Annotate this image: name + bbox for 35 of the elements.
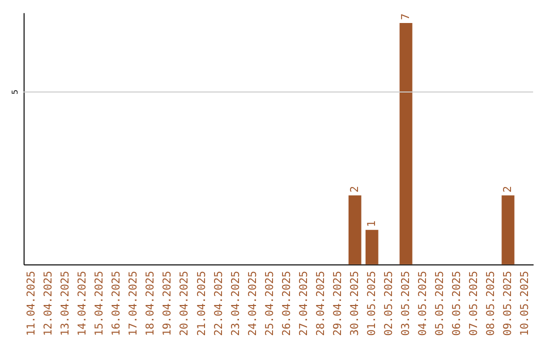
x-tick-label: 10.05.2025 (518, 270, 531, 336)
x-tick-label: 22.04.2025 (212, 270, 225, 336)
x-tick-label: 23.04.2025 (228, 270, 242, 336)
x-tick-label: 12.04.2025 (42, 270, 55, 336)
data-label: 2 (500, 186, 514, 192)
x-tick-label: 24.04.2025 (246, 270, 259, 336)
x-tick-label: 30.04.2025 (348, 270, 361, 336)
x-tick-label: 06.05.2025 (450, 270, 463, 336)
x-tick-label: 11.04.2025 (24, 270, 38, 336)
x-tick-label: 03.05.2025 (398, 270, 412, 336)
x-tick-label: 25.04.2025 (262, 270, 276, 336)
x-tick-label: 07.05.2025 (466, 270, 480, 336)
x-tick-label: 05.05.2025 (432, 270, 446, 336)
data-label: 1 (364, 220, 378, 227)
x-tick-label: 08.05.2025 (484, 270, 497, 336)
x-tick-label: 26.04.2025 (280, 270, 293, 336)
x-tick-label: 18.04.2025 (144, 270, 157, 336)
x-tick-label: 27.04.2025 (296, 270, 310, 336)
x-tick-label: 19.04.2025 (160, 270, 174, 336)
x-tick-label: 09.05.2025 (500, 270, 514, 336)
x-tick-label: 02.05.2025 (382, 270, 395, 336)
x-tick-label: 13.04.2025 (58, 270, 72, 336)
x-tick-label: 14.04.2025 (76, 270, 89, 336)
data-label: 2 (348, 186, 361, 192)
ref-line-label: 5 (10, 89, 20, 94)
x-tick-label: 01.05.2025 (364, 270, 378, 336)
x-tick-label: 20.04.2025 (178, 270, 191, 336)
data-label: 7 (398, 13, 412, 20)
x-tick-label: 15.04.2025 (92, 270, 106, 336)
x-tick-label: 04.05.2025 (416, 270, 429, 336)
x-tick-label: 28.04.2025 (314, 270, 327, 336)
x-tick-label: 29.04.2025 (330, 270, 344, 336)
x-tick-label: 21.04.2025 (194, 270, 208, 336)
x-tick-label: 16.04.2025 (110, 270, 123, 336)
x-tick-label: 17.04.2025 (126, 270, 140, 336)
